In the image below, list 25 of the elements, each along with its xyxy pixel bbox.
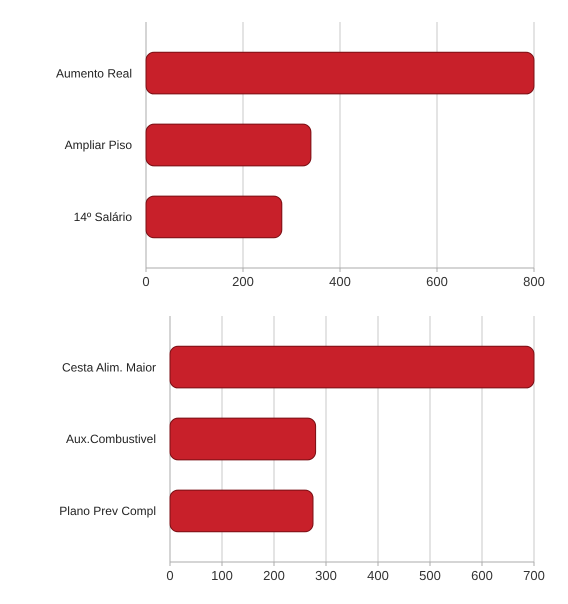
x-tick-label: 200 bbox=[263, 568, 285, 583]
x-tick-label: 100 bbox=[211, 568, 233, 583]
x-tick-label: 400 bbox=[367, 568, 389, 583]
bar bbox=[146, 196, 282, 238]
x-tick-label: 500 bbox=[419, 568, 441, 583]
x-tick-label: 800 bbox=[523, 274, 545, 289]
y-tick-label: Aux.Combustivel bbox=[66, 432, 156, 446]
x-tick-label: 400 bbox=[329, 274, 351, 289]
x-tick-label: 700 bbox=[523, 568, 545, 583]
y-tick-label: Plano Prev Compl bbox=[59, 504, 156, 518]
bar bbox=[146, 52, 534, 94]
y-tick-label: Aumento Real bbox=[56, 66, 132, 80]
bar bbox=[170, 490, 314, 532]
x-tick-label: 600 bbox=[471, 568, 493, 583]
y-tick-label: Ampliar Piso bbox=[64, 138, 132, 152]
x-tick-label: 600 bbox=[426, 274, 448, 289]
bar bbox=[170, 346, 534, 388]
x-tick-label: 0 bbox=[142, 274, 150, 289]
x-tick-label: 300 bbox=[315, 568, 337, 583]
bar bbox=[170, 418, 316, 460]
y-tick-label: Cesta Alim. Maior bbox=[62, 360, 156, 374]
bar bbox=[146, 124, 312, 166]
x-tick-label: 0 bbox=[166, 568, 174, 583]
y-tick-label: 14º Salário bbox=[74, 210, 132, 224]
x-tick-label: 200 bbox=[232, 274, 254, 289]
